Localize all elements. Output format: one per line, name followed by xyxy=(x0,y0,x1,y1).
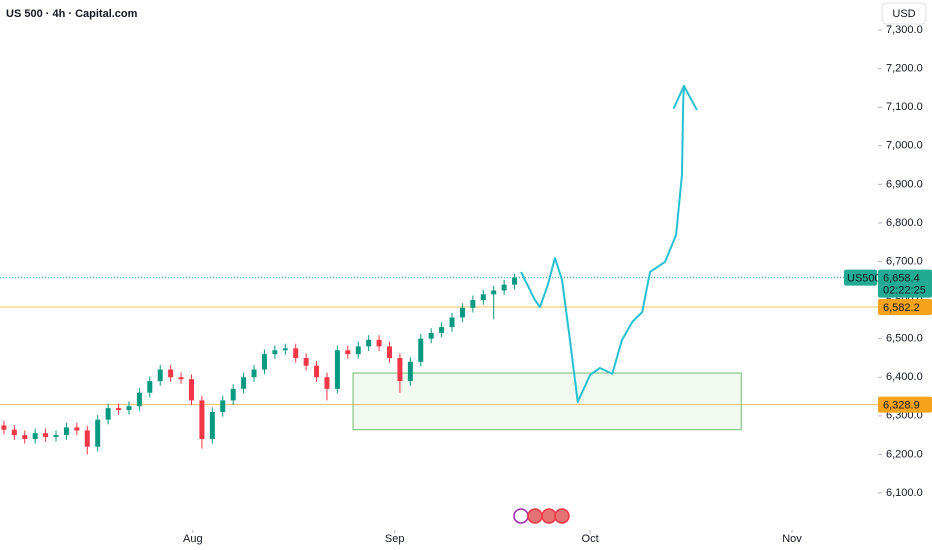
arrow-head xyxy=(672,85,685,110)
event-icon[interactable] xyxy=(541,508,557,524)
candle-body xyxy=(470,300,476,308)
x-tick-label: Nov xyxy=(782,533,802,545)
projection xyxy=(520,85,698,403)
x-tick-label: Oct xyxy=(582,533,599,545)
event-icons[interactable] xyxy=(513,508,570,524)
y-tick-label: 6,300.0 xyxy=(886,410,923,422)
plot xyxy=(0,85,878,455)
candle-body xyxy=(251,369,257,378)
x-tick-label: Aug xyxy=(183,533,203,545)
candle-body xyxy=(449,317,455,328)
y-tick-label: 6,500.0 xyxy=(886,333,923,345)
candle-body xyxy=(178,377,184,380)
candle-body xyxy=(376,339,382,347)
candle-body xyxy=(11,429,17,436)
zone xyxy=(352,372,742,431)
candle-body xyxy=(157,369,163,382)
y-tick-label: 7,100.0 xyxy=(886,101,923,113)
event-icon[interactable] xyxy=(513,508,529,524)
candle-body xyxy=(407,361,413,382)
candle-body xyxy=(293,348,299,358)
candle-body xyxy=(116,408,122,411)
candle-body xyxy=(1,425,7,430)
candle-body xyxy=(188,379,194,401)
y-tick-label: 6,900.0 xyxy=(886,178,923,190)
candle-body xyxy=(95,419,101,447)
currency-box[interactable] xyxy=(881,2,927,25)
y-tick-label: 7,000.0 xyxy=(886,140,923,152)
level-tag xyxy=(878,298,932,315)
candle-body xyxy=(136,392,142,407)
candle-body xyxy=(512,277,518,285)
candle-body xyxy=(282,348,288,351)
level-label: 6,582.2 xyxy=(883,302,920,314)
x-tick-label: Sep xyxy=(385,533,405,545)
event-icon[interactable] xyxy=(527,508,543,524)
y-tick-label: 6,400.0 xyxy=(886,371,923,383)
y-tick-label: 6,700.0 xyxy=(886,255,923,267)
candle-body xyxy=(53,435,59,438)
candle-body xyxy=(147,381,153,393)
candle-body xyxy=(220,400,226,412)
candle-body xyxy=(491,290,497,295)
candle-body xyxy=(366,339,372,347)
chart-title: US 500 · 4h · Capital.com xyxy=(6,8,138,20)
candle-body xyxy=(74,427,80,431)
candle-body xyxy=(397,357,403,382)
countdown: 02:22:25 xyxy=(883,284,926,296)
candle-body xyxy=(168,369,174,378)
level-label: 6,328.9 xyxy=(883,400,920,412)
series-name: US500 xyxy=(847,272,881,284)
event-icon[interactable] xyxy=(554,508,570,524)
candle-body xyxy=(334,350,340,389)
candle-body xyxy=(43,433,49,438)
candle-body xyxy=(199,400,205,439)
candle-body xyxy=(209,411,215,439)
y-tick-label: 6,800.0 xyxy=(886,217,923,229)
candle-body xyxy=(32,433,38,439)
candle-body xyxy=(480,294,486,301)
last-price-label: 6,658.4 xyxy=(883,272,920,284)
y-tick-label: 7,200.0 xyxy=(886,63,923,75)
level-tag xyxy=(878,396,932,413)
candle-body xyxy=(272,350,278,355)
candle-body xyxy=(63,427,69,436)
candle-body xyxy=(314,365,320,378)
series-tag xyxy=(844,269,877,286)
candle-body xyxy=(501,284,507,291)
candle-body xyxy=(355,346,361,355)
candle-body xyxy=(303,357,309,366)
y-tick-label: 7,300.0 xyxy=(886,24,923,36)
y-tick-label: 6,200.0 xyxy=(886,448,923,460)
candle-body xyxy=(428,332,434,339)
candle-body xyxy=(324,377,330,389)
candle-body xyxy=(345,350,351,355)
currency[interactable]: USD xyxy=(892,8,915,20)
candle-body xyxy=(241,377,247,389)
candle-body xyxy=(84,430,90,447)
candle-body xyxy=(439,327,445,333)
candle-body xyxy=(126,406,132,411)
candle-body xyxy=(418,338,424,362)
candle-body xyxy=(230,388,236,401)
last-price-tag xyxy=(878,269,932,298)
candle-body xyxy=(386,346,392,358)
y-tick-label: 6,100.0 xyxy=(886,487,923,499)
candle-body xyxy=(459,307,465,318)
candle-body xyxy=(22,435,28,439)
candle-body xyxy=(105,408,111,420)
candle-body xyxy=(261,354,267,370)
